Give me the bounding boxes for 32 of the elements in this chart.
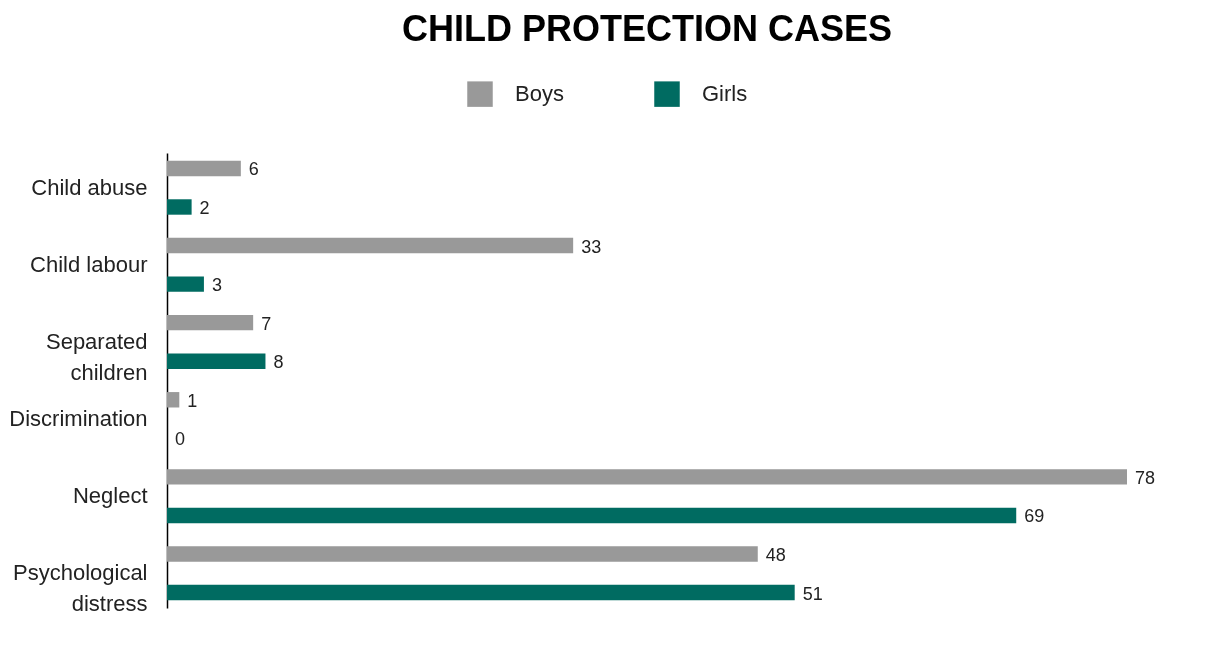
- y-tick-label: Neglect: [72, 483, 148, 509]
- y-tick-label: Separated children: [45, 328, 148, 385]
- data-label: 69: [1024, 506, 1045, 527]
- bar: [167, 237, 574, 254]
- data-label: 8: [273, 352, 284, 373]
- bar: [167, 199, 192, 215]
- y-tick-label: Child labour: [30, 251, 148, 277]
- legend-label: Boys: [515, 81, 564, 107]
- bar: [167, 160, 241, 177]
- y-tick-label: Child abuse: [31, 174, 148, 200]
- bar: [167, 469, 1127, 485]
- y-tick-label: Discrimination: [9, 406, 148, 432]
- data-label: 6: [248, 159, 259, 180]
- chart-title: CHILD PROTECTION CASES: [401, 8, 893, 49]
- data-label: 3: [211, 275, 222, 296]
- bar: [167, 276, 204, 292]
- bar: [167, 546, 758, 562]
- bar: [167, 353, 266, 369]
- data-label: 33: [581, 236, 602, 257]
- data-label: 7: [261, 313, 272, 334]
- data-label: 0: [175, 429, 186, 450]
- y-tick-label: Psychological distress: [12, 560, 148, 617]
- data-label: 48: [765, 545, 786, 566]
- legend-label: Girls: [702, 81, 748, 107]
- data-label: 51: [802, 583, 823, 604]
- bar: [167, 314, 254, 331]
- data-label: 2: [199, 197, 210, 218]
- bar: [167, 584, 795, 601]
- data-label: 78: [1135, 467, 1156, 488]
- bar: [167, 392, 180, 408]
- bar: [167, 507, 1017, 524]
- data-label: 1: [187, 390, 198, 411]
